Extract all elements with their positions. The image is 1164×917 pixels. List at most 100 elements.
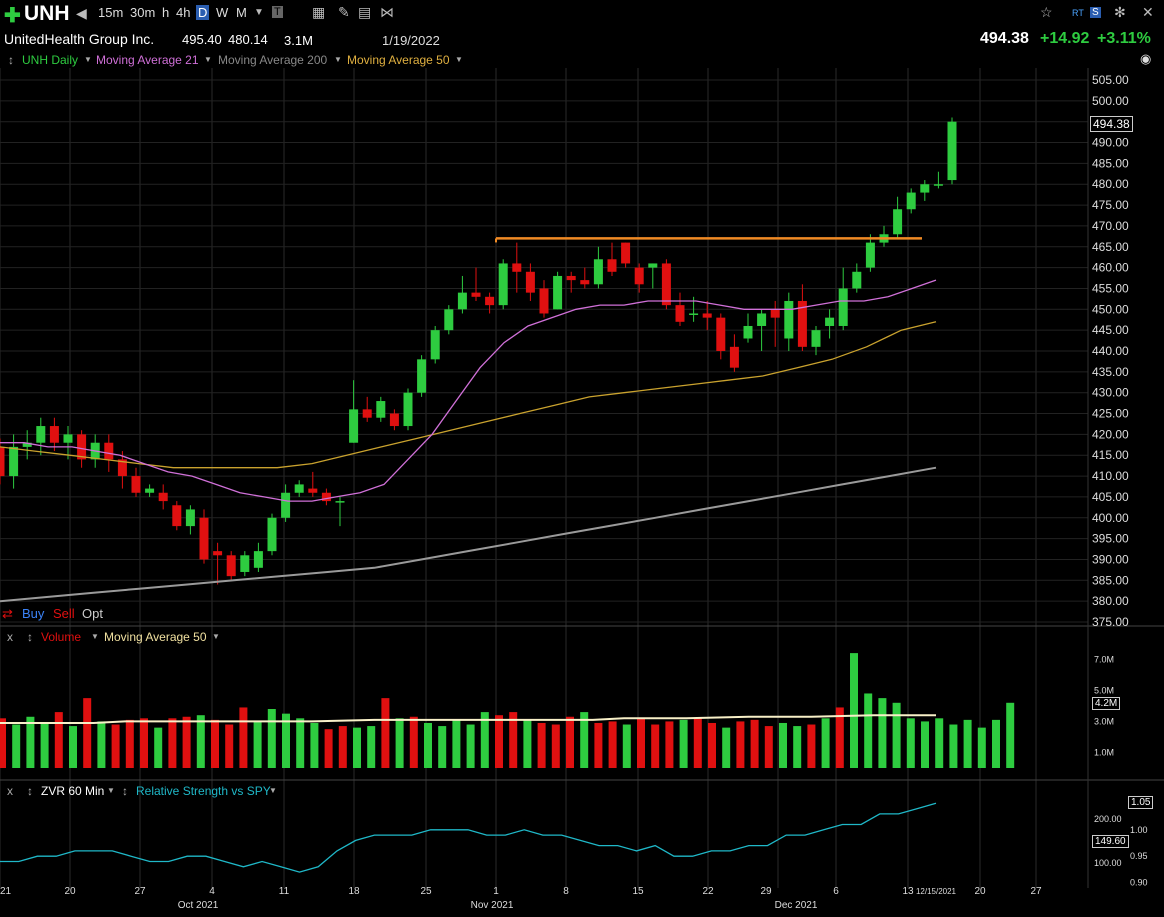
volume-bar	[495, 715, 503, 768]
candle	[648, 263, 658, 268]
x-tick-label: 22	[702, 886, 714, 897]
volume-bar	[40, 722, 49, 768]
x-tick-label: 20	[64, 886, 76, 897]
volume-bar	[779, 722, 787, 768]
megaphone-icon[interactable]: ◀	[76, 5, 87, 21]
volume-label[interactable]: Volume	[41, 630, 82, 644]
close-icon[interactable]: ✕	[1142, 4, 1154, 20]
candle	[471, 292, 481, 297]
legend-daily[interactable]: UNH Daily	[22, 53, 79, 67]
volume-bar	[509, 712, 518, 768]
candle	[335, 501, 345, 503]
chevron-down-icon[interactable]: ▼	[334, 55, 342, 64]
drag-handle-icon[interactable]: ↕	[8, 53, 14, 67]
layers-icon[interactable]: ▤	[358, 4, 372, 20]
timeframe-w[interactable]: W	[216, 5, 229, 20]
volume-bar	[140, 718, 148, 768]
candle	[131, 476, 141, 493]
zvr-label[interactable]: ZVR 60 Min	[41, 784, 105, 798]
x-tick-label: 12/15/2021	[916, 887, 957, 896]
close-icon[interactable]: x	[7, 784, 13, 798]
indicators-icon[interactable]: ▦	[312, 4, 326, 20]
chevron-down-icon[interactable]: ▼	[269, 786, 277, 795]
candle	[104, 442, 114, 460]
rs-label[interactable]: Relative Strength vs SPY	[136, 784, 271, 798]
x-tick-label: 27	[134, 886, 146, 897]
chart-area[interactable]: 505.00500.00495.00490.00485.00480.00475.…	[0, 68, 1164, 917]
candle	[158, 492, 168, 502]
chevron-down-icon[interactable]: ▼	[107, 786, 115, 795]
candle	[865, 242, 875, 268]
timeframe-4h[interactable]: 4h	[176, 5, 191, 20]
share-icon[interactable]: ⋈	[380, 4, 394, 20]
palette-icon[interactable]: ◉	[1140, 51, 1152, 66]
timeframe-h[interactable]: h	[162, 5, 170, 20]
close-icon[interactable]: x	[7, 630, 13, 644]
volume-bar	[736, 721, 745, 768]
chevron-down-icon[interactable]: ▼	[204, 55, 212, 64]
low-value: 480.14	[228, 32, 268, 47]
candle	[349, 409, 359, 443]
candle	[553, 275, 563, 310]
legend-ma21[interactable]: Moving Average 21	[96, 53, 199, 67]
volume-bar	[282, 713, 290, 768]
candle	[253, 551, 263, 568]
ma21-line	[0, 279, 937, 502]
x-tick-label: 8	[563, 886, 569, 897]
chart-type-icon[interactable]: T	[272, 6, 283, 18]
opt-button[interactable]: Opt	[82, 606, 103, 621]
candle	[947, 121, 957, 181]
draw-pencil-icon[interactable]: ✎	[338, 4, 350, 20]
legend-ma50[interactable]: Moving Average 50	[347, 53, 450, 67]
chevron-down-icon[interactable]: ▼	[455, 55, 463, 64]
candle	[267, 517, 277, 552]
candle	[376, 401, 386, 418]
candle	[770, 309, 780, 318]
volume-bar	[1006, 702, 1015, 768]
settings-icon[interactable]: ✻	[1114, 4, 1126, 20]
volume-bar	[438, 726, 447, 768]
drag-handle-icon[interactable]: ↕	[27, 630, 33, 644]
chevron-down-icon[interactable]: ▼	[91, 632, 99, 641]
price-tick-label: 395.00	[1092, 532, 1129, 546]
candle	[920, 184, 930, 193]
drag-handle-icon[interactable]: ↕	[27, 784, 33, 798]
candle	[811, 330, 821, 347]
candle	[689, 313, 699, 315]
sell-button[interactable]: Sell	[53, 606, 75, 621]
volume-ma-label[interactable]: Moving Average 50	[104, 630, 207, 644]
candle	[566, 275, 576, 281]
volume-bar	[878, 698, 887, 768]
candle	[403, 392, 413, 427]
change-percent: +3.11%	[1097, 30, 1151, 47]
price-tick-label: 390.00	[1092, 552, 1129, 566]
rt-icon[interactable]: RT	[1072, 8, 1084, 18]
volume-panel-header: x ↕ Volume ▼ Moving Average 50 ▼	[0, 630, 400, 646]
volume-bar	[850, 653, 858, 768]
rs-tick-label: 1.00	[1130, 825, 1148, 835]
volume-bar	[963, 719, 972, 768]
drag-handle-icon[interactable]: ↕	[122, 784, 128, 798]
star-icon[interactable]: ☆	[1040, 4, 1053, 20]
timeframe-m[interactable]: M	[236, 5, 247, 20]
price-tick-label: 405.00	[1092, 490, 1129, 504]
volume-bar	[239, 707, 248, 768]
plus-icon[interactable]: ✚	[4, 5, 21, 27]
symbol-label[interactable]: UNH	[24, 2, 70, 25]
candle	[784, 300, 794, 339]
chevron-down-icon[interactable]: ▼	[84, 55, 92, 64]
candle	[117, 459, 127, 477]
timeframe-15m[interactable]: 15m	[98, 5, 124, 20]
chevron-down-icon[interactable]: ▼	[254, 7, 264, 18]
chevron-down-icon[interactable]: ▼	[212, 632, 220, 641]
s-badge-icon[interactable]: S	[1090, 7, 1101, 18]
timeframe-d[interactable]: D	[196, 5, 210, 20]
volume-bar	[338, 726, 347, 768]
x-tick-label: 2021	[0, 886, 12, 897]
legend-ma200[interactable]: Moving Average 200	[218, 53, 328, 67]
candle	[906, 192, 916, 210]
buy-button[interactable]: Buy	[22, 606, 45, 621]
trade-icon[interactable]: ⇄	[2, 606, 13, 621]
timeframe-30m[interactable]: 30m	[130, 5, 156, 20]
volume-bar	[793, 726, 802, 768]
